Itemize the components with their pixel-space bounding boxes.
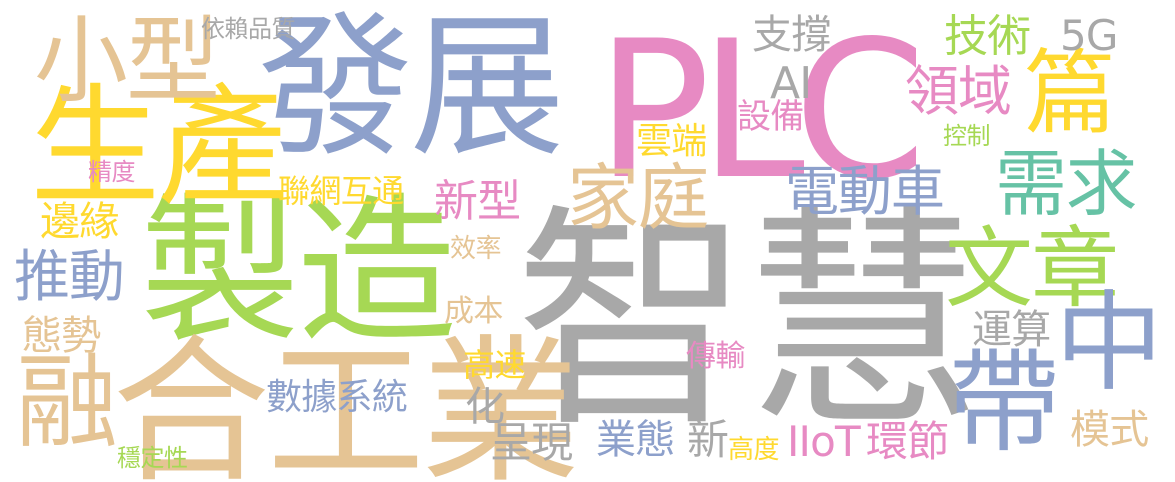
word-xin: 新 — [687, 415, 729, 464]
word-moshi: 模式 — [1070, 407, 1149, 453]
word-plc: PLC — [596, 0, 926, 221]
word-wenzhang: 文章 — [945, 217, 1119, 320]
word-zhicheng: 支撐 — [752, 12, 831, 58]
word-fazhan: 發展 — [258, 0, 565, 178]
word-wendingxing: 穩定性 — [117, 444, 188, 472]
word-xuqiu: 需求 — [995, 142, 1138, 226]
word-pian: 篇 — [1024, 40, 1116, 147]
word-ai: AI — [770, 58, 812, 109]
word-iiot: IIoT — [787, 417, 861, 466]
word-rong: 融 — [16, 344, 118, 463]
word-dai: 帶 — [948, 338, 1060, 468]
word-zhong: 中 — [1055, 281, 1163, 406]
word-jishu: 技術 — [944, 11, 1031, 62]
word-kongzhi: 控制 — [943, 122, 991, 150]
word-chengxian: 呈現 — [490, 418, 573, 467]
word-yunsuan: 運算 — [972, 307, 1051, 353]
word-yunduan: 雲端 — [636, 121, 707, 162]
word-bianyuan: 邊緣 — [40, 199, 119, 245]
word-shebei: 設備 — [737, 97, 804, 137]
word-taishi: 態勢 — [22, 313, 101, 359]
word-yilaipinzhi: 依賴品質 — [201, 15, 296, 43]
word-chengben: 成本 — [444, 294, 503, 329]
word-chuanshu: 傳輸 — [686, 339, 745, 374]
word-zhizao: 製造 — [140, 178, 457, 365]
word-hua: 化 — [465, 384, 505, 430]
word-gaodu: 高度 — [728, 435, 779, 465]
word-lianwanghutong: 聯網互通 — [278, 172, 404, 210]
word-gaosu: 高速 — [463, 346, 526, 384]
word-huanjie: 環節 — [866, 417, 949, 466]
word-xiaolv: 效率 — [450, 234, 501, 264]
word-jingdu: 精度 — [88, 158, 136, 186]
word-lingyu: 領域 — [905, 60, 1012, 123]
word-zhihui: 智慧 — [515, 186, 980, 459]
word-shujuxitong: 數據系統 — [266, 377, 408, 418]
word-xiaoxing: 小型 — [34, 7, 220, 116]
word-xinxing: 新型 — [434, 176, 521, 227]
word-jiating: 家庭 — [567, 156, 710, 240]
word-hegongye: 合工業 — [112, 321, 580, 482]
word-shengchan: 生產 — [30, 71, 287, 223]
word-diandongche: 電動車 — [785, 160, 945, 223]
word-yetai: 業態 — [596, 417, 675, 463]
word-tuidong: 推動 — [14, 245, 125, 310]
word-5g: 5G — [1060, 11, 1118, 60]
